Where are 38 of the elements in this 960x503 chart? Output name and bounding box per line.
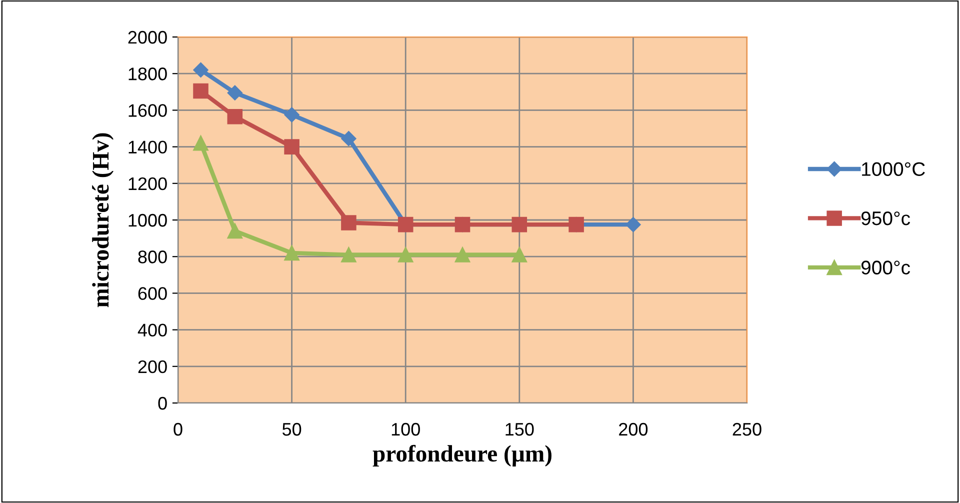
point [398, 247, 414, 262]
point [193, 83, 208, 99]
x-axis-title: profondeure (µm) [372, 444, 552, 466]
point [454, 247, 470, 262]
legend-label: 950°c [861, 211, 910, 226]
y-tick-label: 2000 [128, 30, 167, 44]
y-tick-label: 200 [138, 360, 167, 374]
point [227, 108, 243, 124]
point [341, 247, 356, 262]
x-tick-label: 0 [174, 422, 182, 436]
point [341, 215, 356, 230]
legend-label: 1000°C [862, 162, 925, 176]
point [284, 245, 300, 261]
y-tick-label: 600 [138, 287, 167, 300]
y-tick-label: 1000 [128, 214, 167, 227]
x-tick-label: 200 [619, 422, 648, 436]
point [341, 130, 356, 146]
point [626, 217, 641, 232]
x-tick-label: 100 [392, 422, 420, 436]
point [227, 223, 243, 239]
y-tick-label: 1200 [128, 177, 167, 190]
x-tick-label: 250 [732, 422, 762, 436]
point [512, 247, 528, 262]
y-tick-label: 800 [138, 250, 167, 264]
y-tick-label: 1600 [128, 104, 167, 117]
point [193, 136, 208, 151]
legend-label: 900°c [861, 260, 910, 274]
point [284, 139, 300, 154]
x-tick-label: 150 [506, 422, 534, 436]
point [284, 107, 300, 122]
point [193, 62, 208, 78]
point [227, 85, 242, 100]
y-axis-title: microdureté (Hv) [92, 133, 114, 308]
y-tick-label: 1400 [128, 140, 167, 154]
x-tick-label: 50 [282, 422, 302, 436]
y-tick-label: 400 [138, 324, 167, 337]
y-tick-label: 0 [158, 396, 167, 410]
y-tick-label: 1800 [128, 68, 167, 80]
